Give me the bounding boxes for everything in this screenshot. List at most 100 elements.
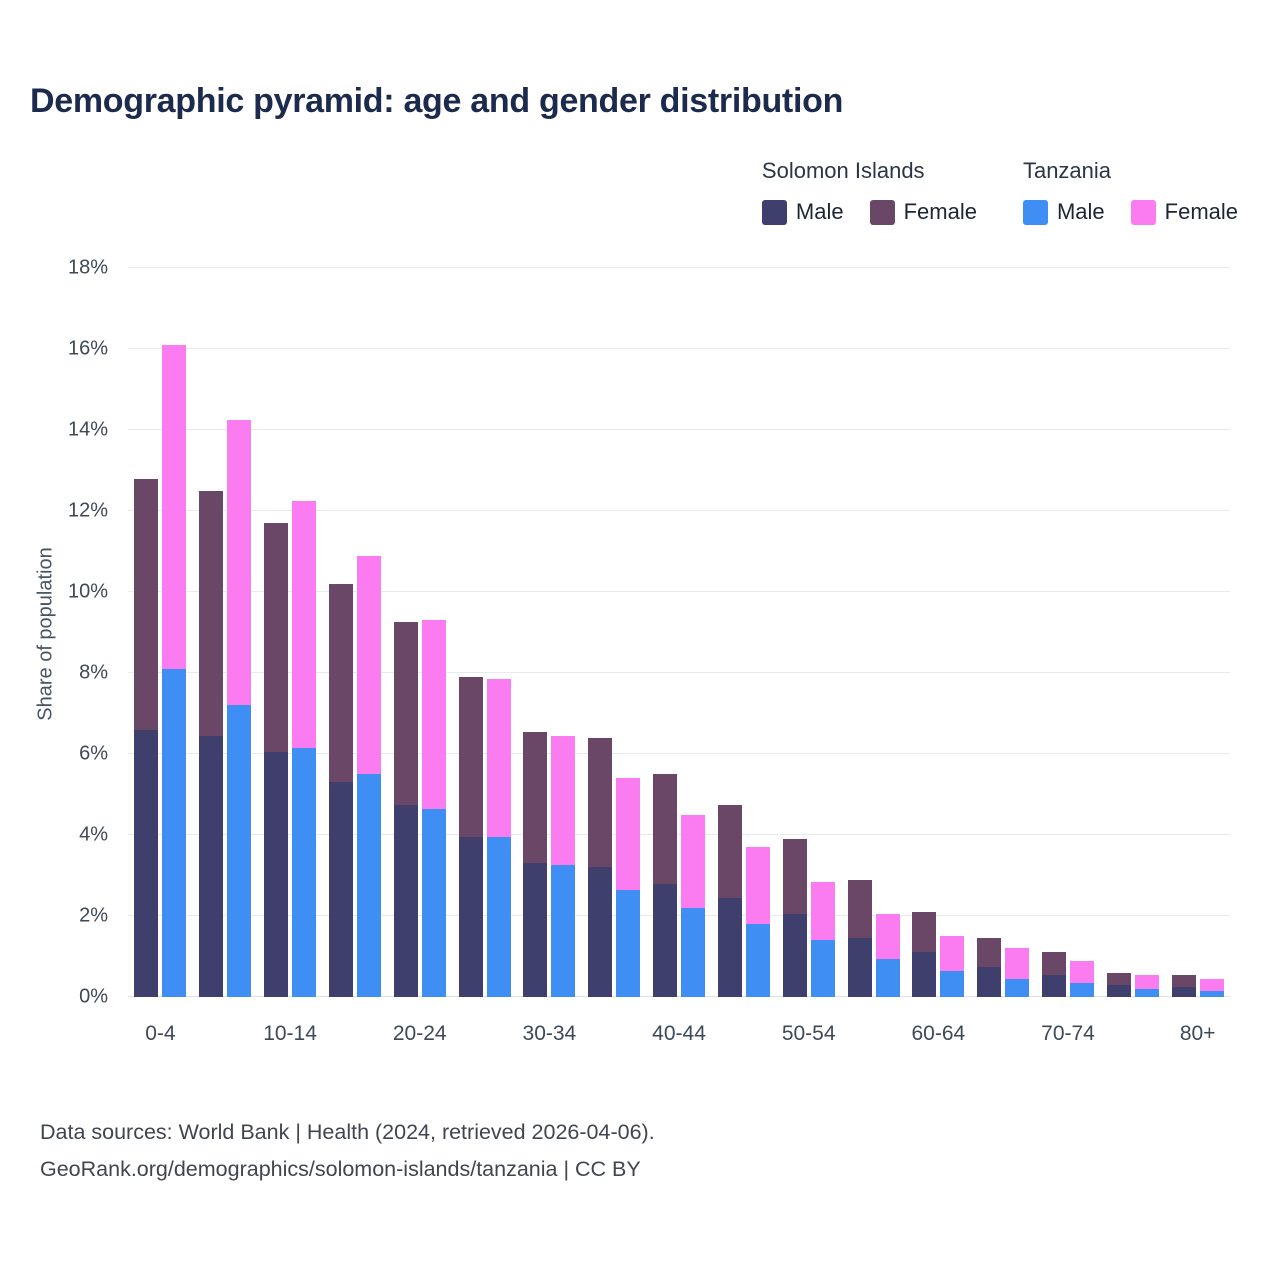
- bar-segment[interactable]: [292, 500, 317, 748]
- bar-segment[interactable]: [912, 952, 937, 997]
- stacked-bar-solomon-islands[interactable]: [328, 268, 353, 997]
- stacked-bar-solomon-islands[interactable]: [1106, 268, 1131, 997]
- stacked-bar-tanzania[interactable]: [616, 268, 641, 997]
- stacked-bar-tanzania[interactable]: [810, 268, 835, 997]
- stacked-bar-solomon-islands[interactable]: [717, 268, 742, 997]
- stacked-bar-solomon-islands[interactable]: [912, 268, 937, 997]
- stacked-bar-tanzania[interactable]: [940, 268, 965, 997]
- bar-segment[interactable]: [875, 958, 900, 997]
- stacked-bar-tanzania[interactable]: [356, 268, 381, 997]
- bar-segment[interactable]: [847, 938, 872, 997]
- bar-segment[interactable]: [393, 804, 418, 997]
- stacked-bar-tanzania[interactable]: [292, 268, 317, 997]
- bar-segment[interactable]: [421, 808, 446, 997]
- bar-segment[interactable]: [977, 966, 1002, 997]
- bar-segment[interactable]: [745, 924, 770, 997]
- bar-segment[interactable]: [1199, 990, 1224, 997]
- stacked-bar-solomon-islands[interactable]: [977, 268, 1002, 997]
- stacked-bar-solomon-islands[interactable]: [393, 268, 418, 997]
- bar-segment[interactable]: [328, 782, 353, 997]
- bar-segment[interactable]: [328, 583, 353, 783]
- bar-segment[interactable]: [1134, 988, 1159, 997]
- bar-segment[interactable]: [653, 774, 678, 884]
- bar-segment[interactable]: [458, 677, 483, 838]
- bar-segment[interactable]: [227, 705, 252, 997]
- bar-segment[interactable]: [940, 936, 965, 971]
- stacked-bar-solomon-islands[interactable]: [134, 268, 159, 997]
- stacked-bar-solomon-islands[interactable]: [588, 268, 613, 997]
- bar-segment[interactable]: [1199, 978, 1224, 991]
- bar-segment[interactable]: [356, 774, 381, 997]
- bar-segment[interactable]: [782, 913, 807, 997]
- bar-segment[interactable]: [486, 679, 511, 838]
- bar-segment[interactable]: [551, 735, 576, 866]
- bar-segment[interactable]: [810, 940, 835, 997]
- stacked-bar-tanzania[interactable]: [421, 268, 446, 997]
- bar-segment[interactable]: [292, 747, 317, 997]
- stacked-bar-tanzania[interactable]: [681, 268, 706, 997]
- bar-segment[interactable]: [875, 913, 900, 959]
- legend-item-si-female[interactable]: Female: [869, 199, 977, 225]
- bar-segment[interactable]: [199, 490, 224, 736]
- bar-segment[interactable]: [1005, 948, 1030, 979]
- stacked-bar-solomon-islands[interactable]: [782, 268, 807, 997]
- stacked-bar-solomon-islands[interactable]: [653, 268, 678, 997]
- stacked-bar-solomon-islands[interactable]: [199, 268, 224, 997]
- bar-segment[interactable]: [616, 889, 641, 997]
- bar-segment[interactable]: [1070, 982, 1094, 997]
- bar-segment[interactable]: [523, 731, 548, 864]
- bar-segment[interactable]: [486, 837, 511, 997]
- stacked-bar-solomon-islands[interactable]: [847, 268, 872, 997]
- stacked-bar-tanzania[interactable]: [1005, 268, 1030, 997]
- bar-segment[interactable]: [1042, 974, 1066, 997]
- bar-segment[interactable]: [551, 865, 576, 997]
- bar-segment[interactable]: [1070, 960, 1094, 983]
- bar-segment[interactable]: [588, 867, 613, 997]
- bar-segment[interactable]: [458, 837, 483, 997]
- stacked-bar-solomon-islands[interactable]: [1042, 268, 1066, 997]
- bar-segment[interactable]: [810, 881, 835, 941]
- bar-segment[interactable]: [199, 735, 224, 997]
- stacked-bar-solomon-islands[interactable]: [1171, 268, 1196, 997]
- bar-segment[interactable]: [588, 737, 613, 868]
- bar-segment[interactable]: [1106, 972, 1131, 985]
- stacked-bar-tanzania[interactable]: [227, 268, 252, 997]
- bar-segment[interactable]: [134, 478, 159, 730]
- stacked-bar-tanzania[interactable]: [875, 268, 900, 997]
- bar-segment[interactable]: [847, 879, 872, 939]
- bar-segment[interactable]: [393, 622, 418, 805]
- stacked-bar-solomon-islands[interactable]: [458, 268, 483, 997]
- legend-item-tz-male[interactable]: Male: [1022, 199, 1105, 225]
- bar-segment[interactable]: [782, 839, 807, 914]
- bar-segment[interactable]: [940, 970, 965, 997]
- bar-segment[interactable]: [912, 911, 937, 953]
- stacked-bar-tanzania[interactable]: [1199, 268, 1224, 997]
- bar-segment[interactable]: [745, 847, 770, 925]
- stacked-bar-solomon-islands[interactable]: [523, 268, 548, 997]
- stacked-bar-tanzania[interactable]: [162, 268, 187, 997]
- bar-segment[interactable]: [421, 620, 446, 809]
- bar-segment[interactable]: [264, 523, 289, 752]
- bar-segment[interactable]: [356, 555, 381, 775]
- bar-segment[interactable]: [264, 751, 289, 997]
- stacked-bar-tanzania[interactable]: [1070, 268, 1094, 997]
- bar-segment[interactable]: [1005, 978, 1030, 997]
- bar-segment[interactable]: [1106, 984, 1131, 997]
- bar-segment[interactable]: [717, 897, 742, 997]
- bar-segment[interactable]: [681, 814, 706, 908]
- stacked-bar-solomon-islands[interactable]: [264, 268, 289, 997]
- bar-segment[interactable]: [977, 938, 1002, 967]
- bar-segment[interactable]: [134, 729, 159, 997]
- bar-segment[interactable]: [1171, 974, 1196, 987]
- bar-segment[interactable]: [681, 907, 706, 997]
- bar-segment[interactable]: [616, 778, 641, 890]
- bar-segment[interactable]: [653, 883, 678, 997]
- bar-segment[interactable]: [523, 863, 548, 997]
- stacked-bar-tanzania[interactable]: [745, 268, 770, 997]
- stacked-bar-tanzania[interactable]: [486, 268, 511, 997]
- legend-item-tz-female[interactable]: Female: [1130, 199, 1238, 225]
- bar-segment[interactable]: [162, 668, 187, 997]
- bar-segment[interactable]: [1171, 986, 1196, 997]
- bar-segment[interactable]: [717, 804, 742, 898]
- bar-segment[interactable]: [227, 419, 252, 706]
